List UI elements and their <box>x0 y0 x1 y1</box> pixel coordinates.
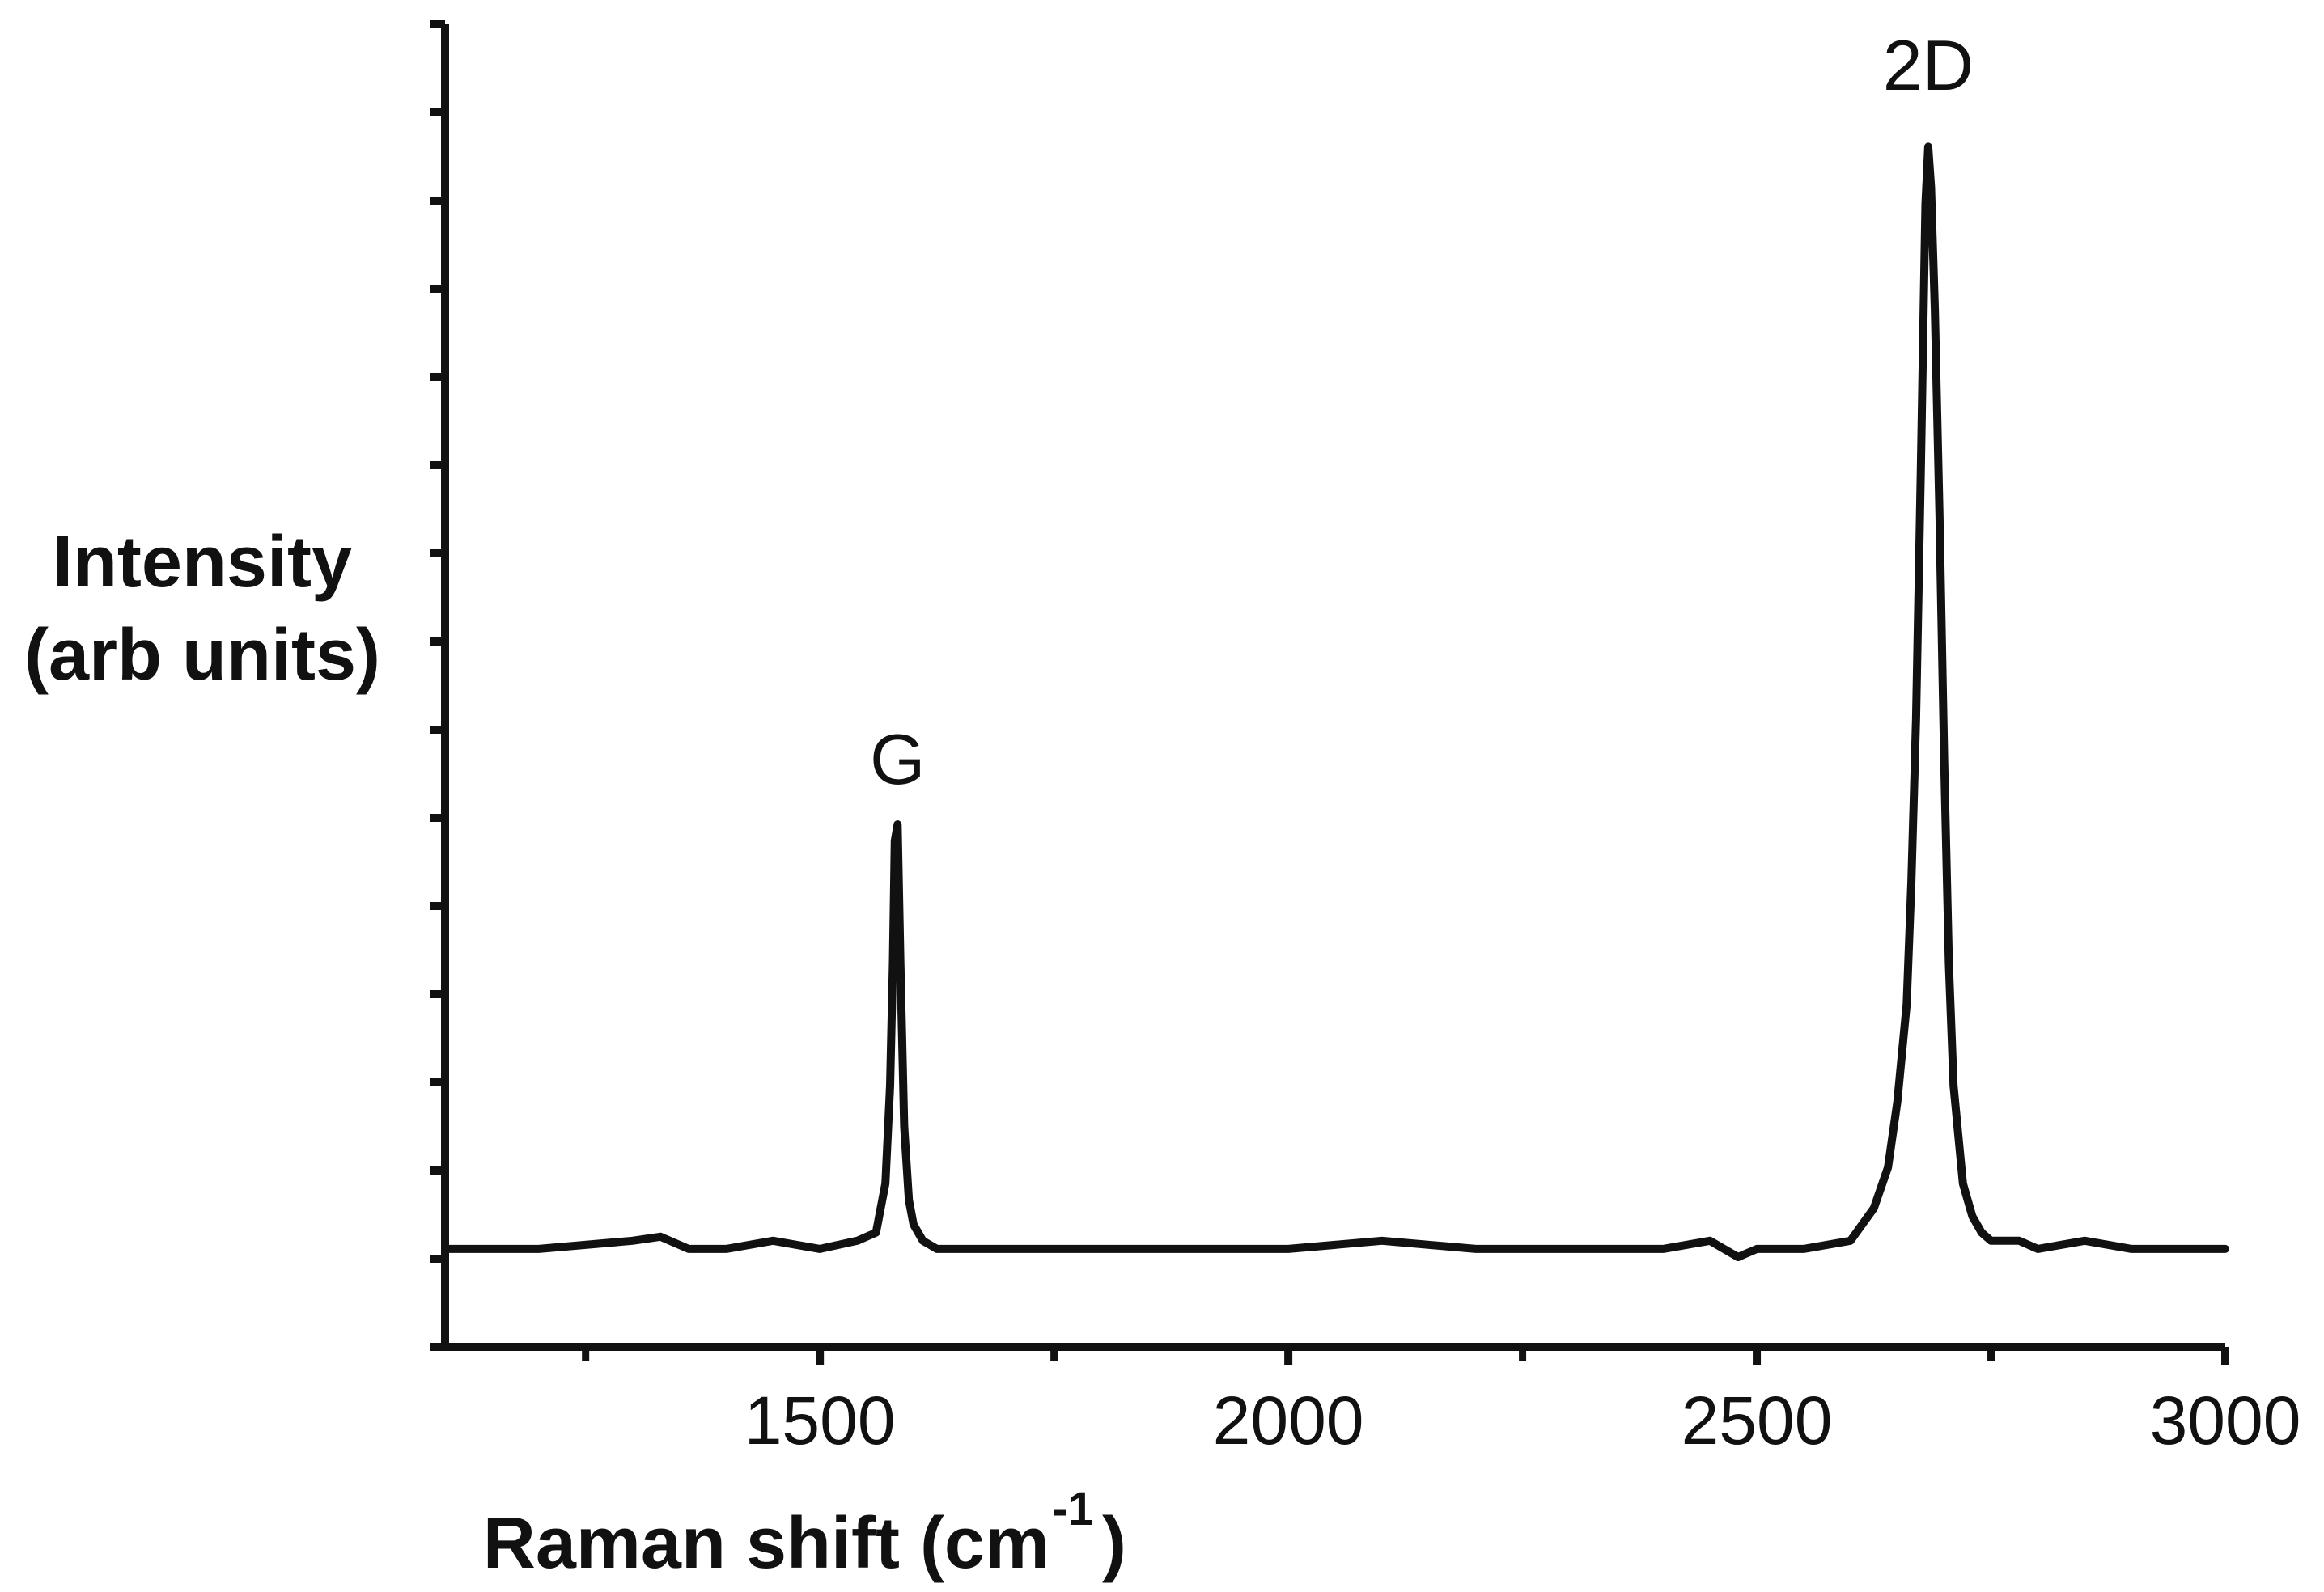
x-tick-label: 3000 <box>2150 1382 2301 1459</box>
y-axis-title-line2: (arb units) <box>24 615 380 696</box>
ticks <box>430 20 2229 1365</box>
y-axis-title-line1: Intensity <box>53 522 352 603</box>
x-axis-title-close: ) <box>1102 1503 1126 1584</box>
peak-label: G <box>870 719 925 799</box>
x-axis-title-superscript: -1 <box>1052 1483 1094 1535</box>
x-axis-title: Raman shift (cm <box>483 1503 1050 1584</box>
x-tick-label: 2500 <box>1682 1382 1833 1459</box>
peak-annotations: G 2D <box>870 25 1974 799</box>
x-tick-label: 2000 <box>1213 1382 1364 1459</box>
x-tick-label: 1500 <box>744 1382 896 1459</box>
spectrum-line <box>441 142 2229 1261</box>
peak-label: 2D <box>1883 25 1974 105</box>
x-tick-labels: 1500 2000 2500 3000 <box>744 1382 2301 1459</box>
axes <box>441 24 2225 1351</box>
